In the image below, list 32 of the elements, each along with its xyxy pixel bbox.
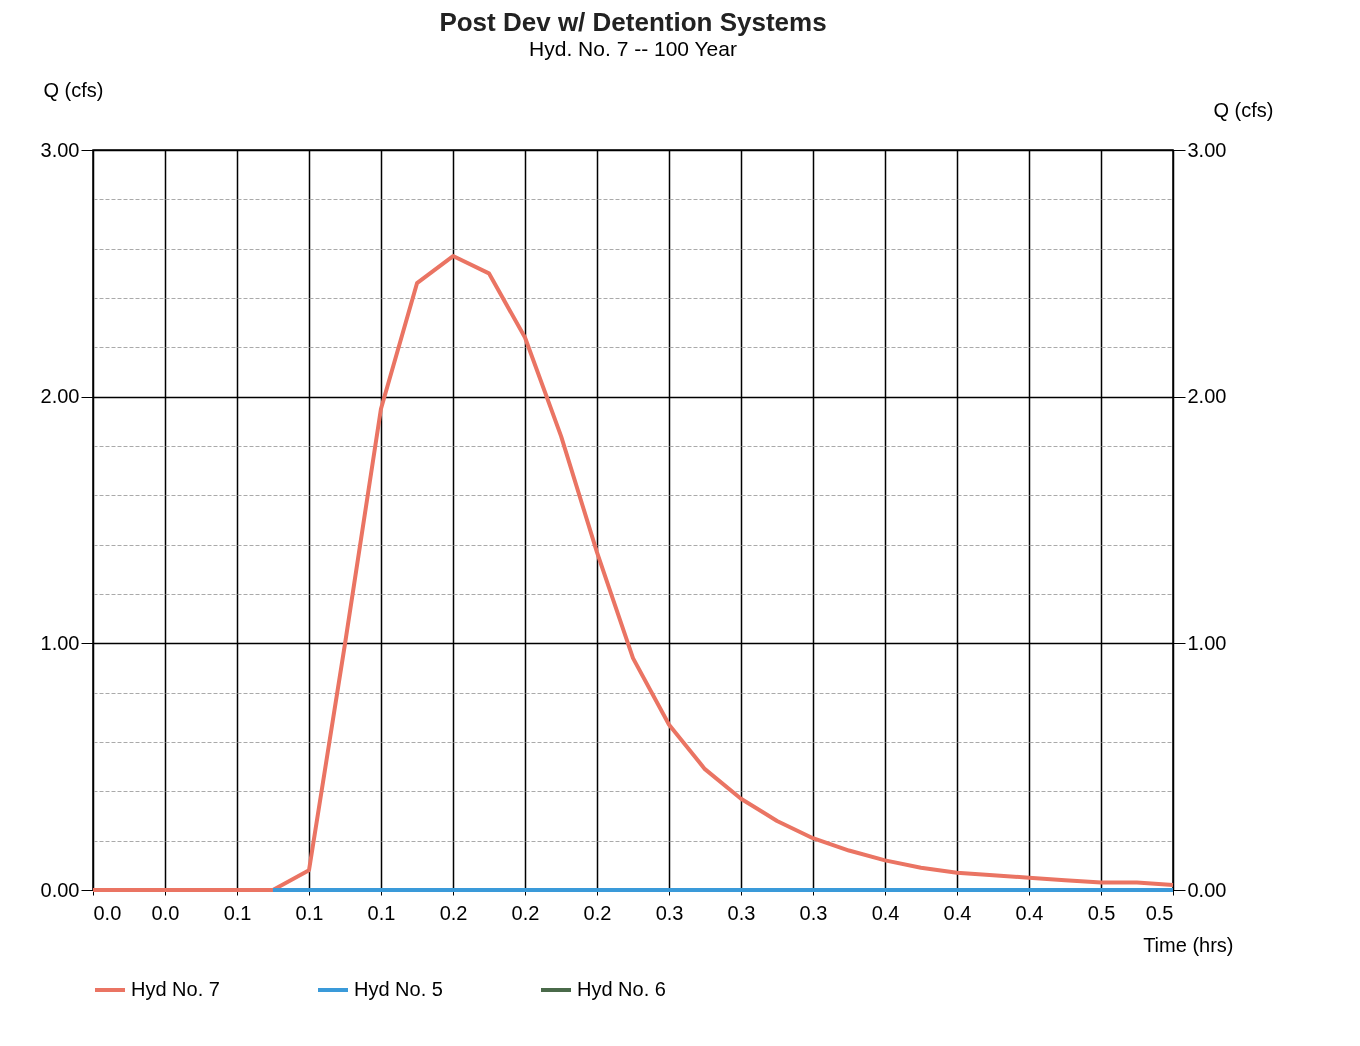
legend-label: Hyd No. 5 xyxy=(354,978,443,1000)
y-tick-label: 3.00 xyxy=(40,138,80,161)
x-axis-title: Time (hrs) xyxy=(1143,933,1234,956)
y-tick-label: 1.00 xyxy=(40,631,80,654)
chart-title: Post Dev w/ Detention Systems xyxy=(439,7,827,37)
y2-axis-title: Q (cfs) xyxy=(1213,98,1274,121)
x-tick-label: 0.3 xyxy=(799,901,828,924)
x-tick-label: 0.2 xyxy=(511,901,540,924)
y-tick-label: 2.00 xyxy=(40,385,80,408)
x-tick-label: 0.5 xyxy=(1145,901,1174,924)
x-tick-label: 0.3 xyxy=(655,901,684,924)
y-axis-title: Q (cfs) xyxy=(43,78,104,101)
x-tick-label: 0.0 xyxy=(151,901,180,924)
x-tick-label: 0.3 xyxy=(727,901,756,924)
legend-label: Hyd No. 6 xyxy=(577,978,666,1000)
x-tick-label: 0.0 xyxy=(93,901,122,924)
x-tick-label: 0.2 xyxy=(439,901,468,924)
x-tick-label: 0.1 xyxy=(223,901,252,924)
x-tick-label: 0.4 xyxy=(943,901,972,924)
x-tick-label: 0.2 xyxy=(583,901,612,924)
y2-tick-label: 0.00 xyxy=(1187,878,1227,901)
x-tick-label: 0.1 xyxy=(367,901,396,924)
x-tick-label: 0.4 xyxy=(1015,901,1044,924)
chart-subtitle: Hyd. No. 7 -- 100 Year xyxy=(529,37,737,60)
y2-tick-label: 2.00 xyxy=(1187,385,1227,408)
x-tick-label: 0.1 xyxy=(295,901,324,924)
x-tick-label: 0.5 xyxy=(1087,901,1116,924)
y-tick-label: 0.00 xyxy=(40,878,80,901)
x-tick-label: 0.4 xyxy=(871,901,900,924)
y2-tick-label: 1.00 xyxy=(1187,631,1227,654)
legend-label: Hyd No. 7 xyxy=(131,978,220,1000)
y2-tick-label: 3.00 xyxy=(1187,138,1227,161)
